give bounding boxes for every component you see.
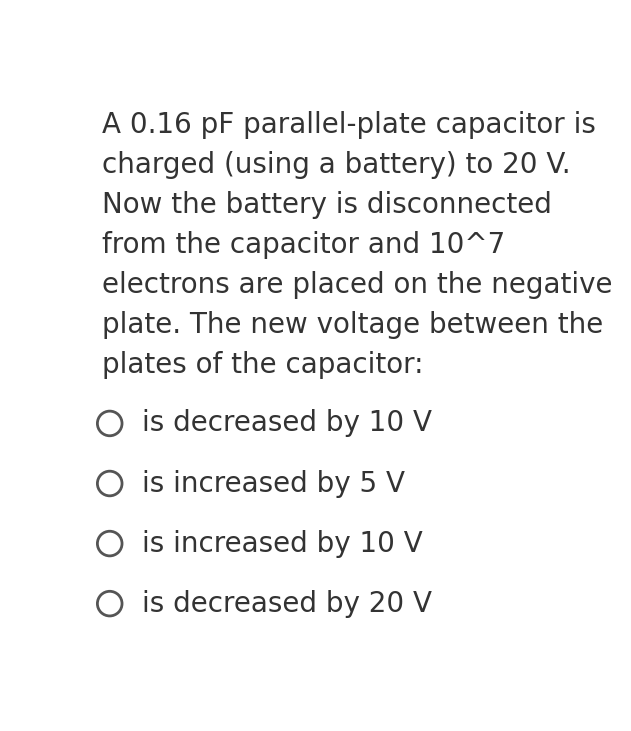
- Text: is increased by 5 V: is increased by 5 V: [142, 469, 405, 498]
- Text: is decreased by 10 V: is decreased by 10 V: [142, 409, 432, 437]
- Text: is increased by 10 V: is increased by 10 V: [142, 529, 423, 558]
- Text: plate. The new voltage between the: plate. The new voltage between the: [102, 311, 603, 339]
- Text: is decreased by 20 V: is decreased by 20 V: [142, 590, 432, 618]
- Text: from the capacitor and 10^7: from the capacitor and 10^7: [102, 231, 505, 259]
- Text: charged (using a battery) to 20 V.: charged (using a battery) to 20 V.: [102, 151, 570, 179]
- Text: plates of the capacitor:: plates of the capacitor:: [102, 351, 423, 379]
- Text: electrons are placed on the negative: electrons are placed on the negative: [102, 271, 613, 299]
- Text: A 0.16 pF parallel-plate capacitor is: A 0.16 pF parallel-plate capacitor is: [102, 111, 596, 139]
- Text: Now the battery is disconnected: Now the battery is disconnected: [102, 191, 552, 219]
